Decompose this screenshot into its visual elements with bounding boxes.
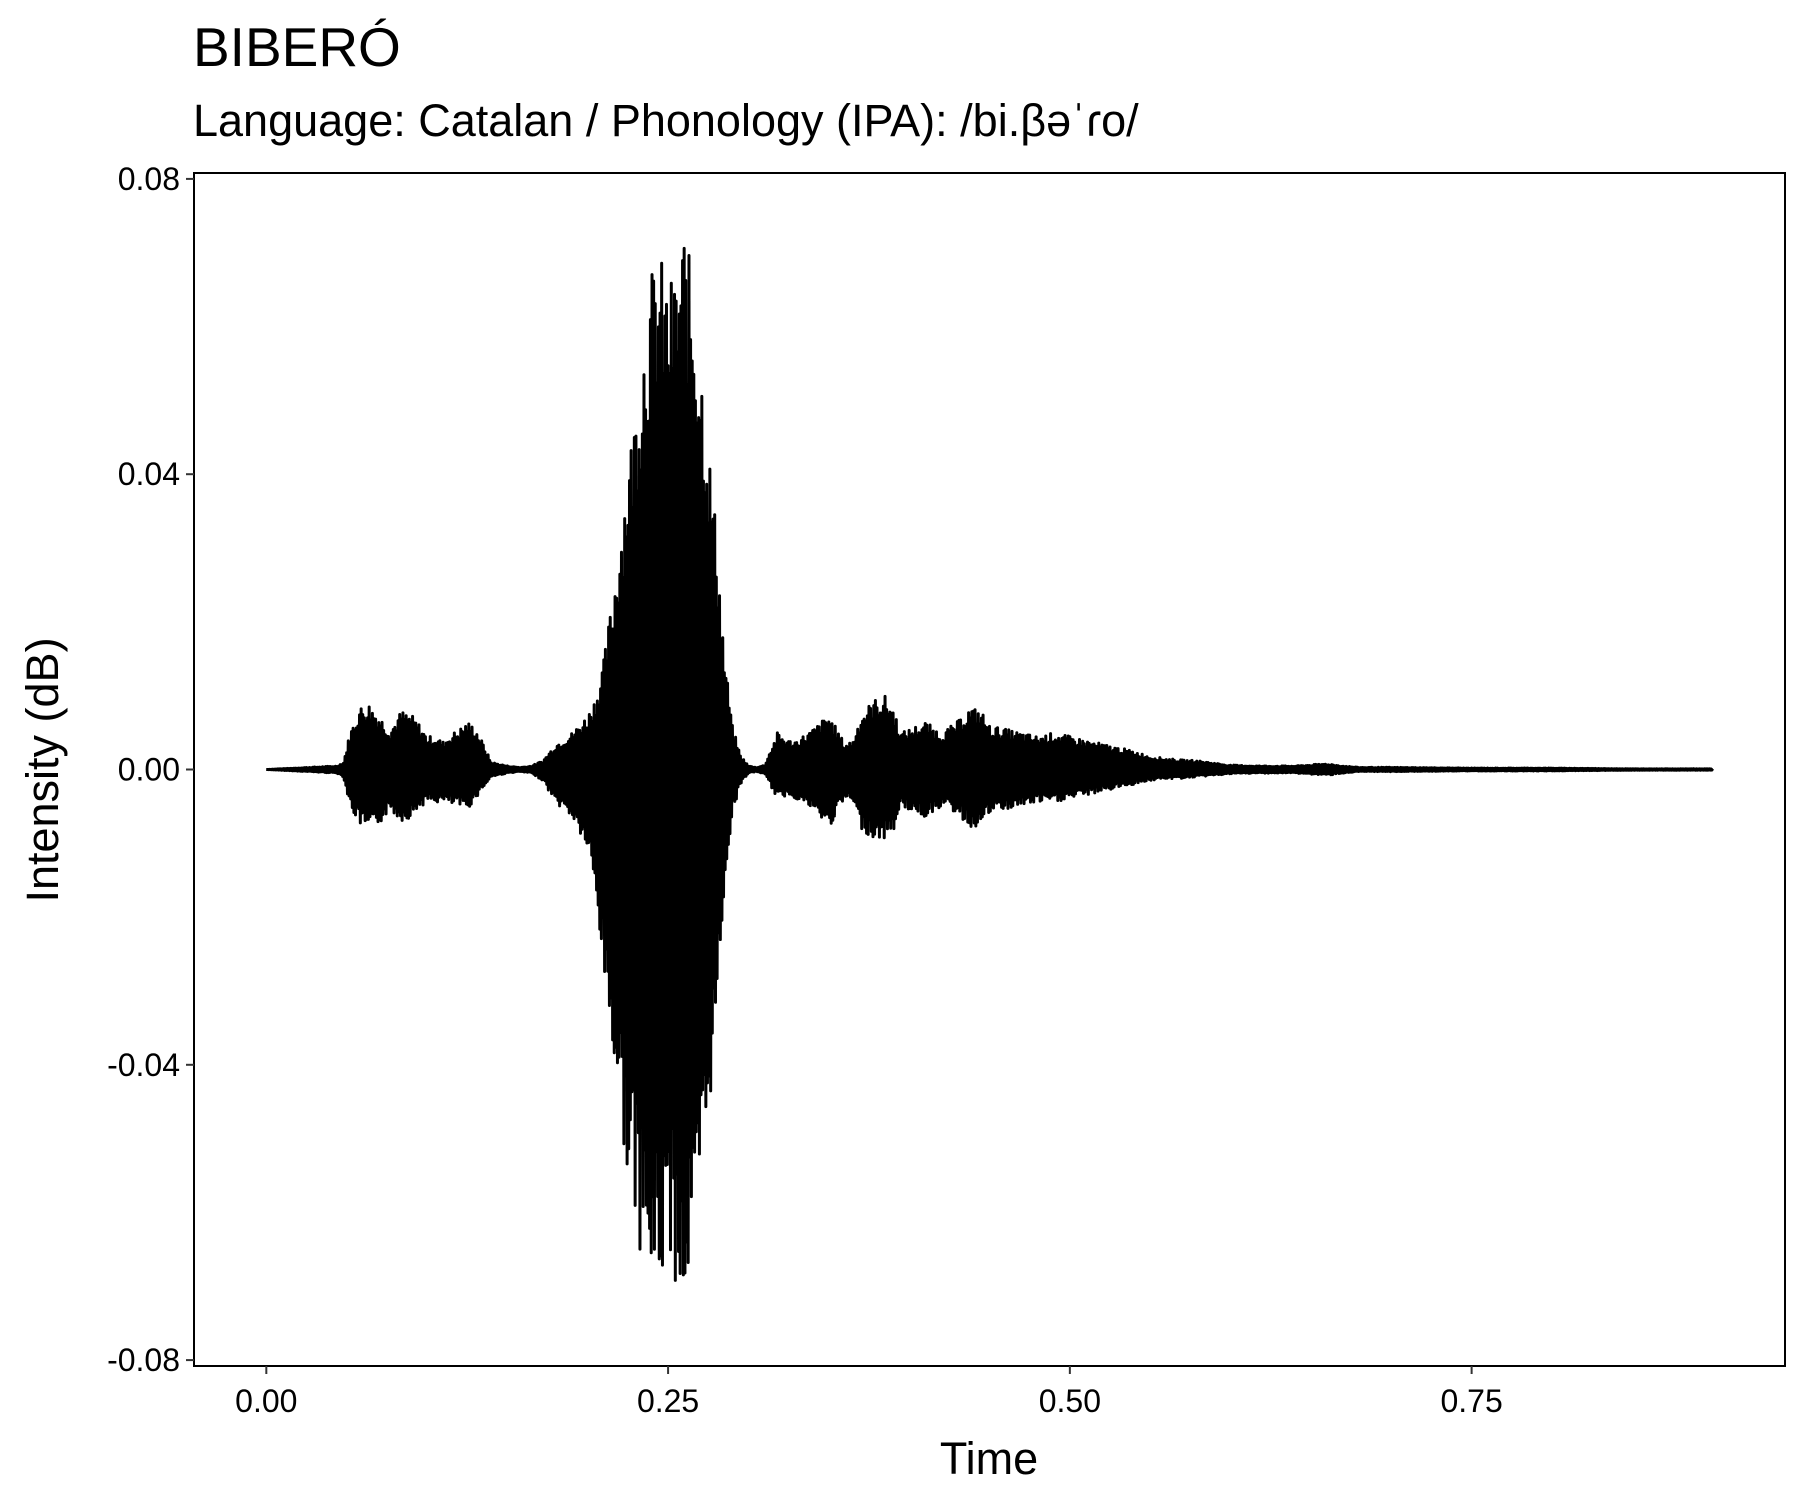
chart-subtitle: Language: Catalan / Phonology (IPA): /bi…	[193, 95, 1139, 146]
x-tick-label: 0.75	[1440, 1383, 1502, 1419]
chart-title: BIBERÓ	[193, 16, 401, 78]
waveform-layer	[265, 246, 1714, 1282]
x-axis-title: Time	[940, 1433, 1038, 1484]
y-axis: -0.08 -0.04 0.00 0.04 0.08	[107, 161, 194, 1378]
y-tick-label: -0.04	[107, 1047, 180, 1083]
y-tick-label: -0.08	[107, 1342, 180, 1378]
y-tick-label: 0.08	[118, 161, 180, 197]
y-tick-label: 0.00	[118, 752, 180, 788]
y-axis-title: Intensity (dB)	[17, 637, 68, 902]
y-tick-label: 0.04	[118, 456, 180, 492]
x-tick-label: 0.25	[637, 1383, 699, 1419]
x-tick-label: 0.00	[235, 1383, 297, 1419]
x-tick-label: 0.50	[1039, 1383, 1101, 1419]
x-axis: 0.00 0.25 0.50 0.75	[235, 1366, 1503, 1419]
plot-panel	[193, 172, 1786, 1367]
